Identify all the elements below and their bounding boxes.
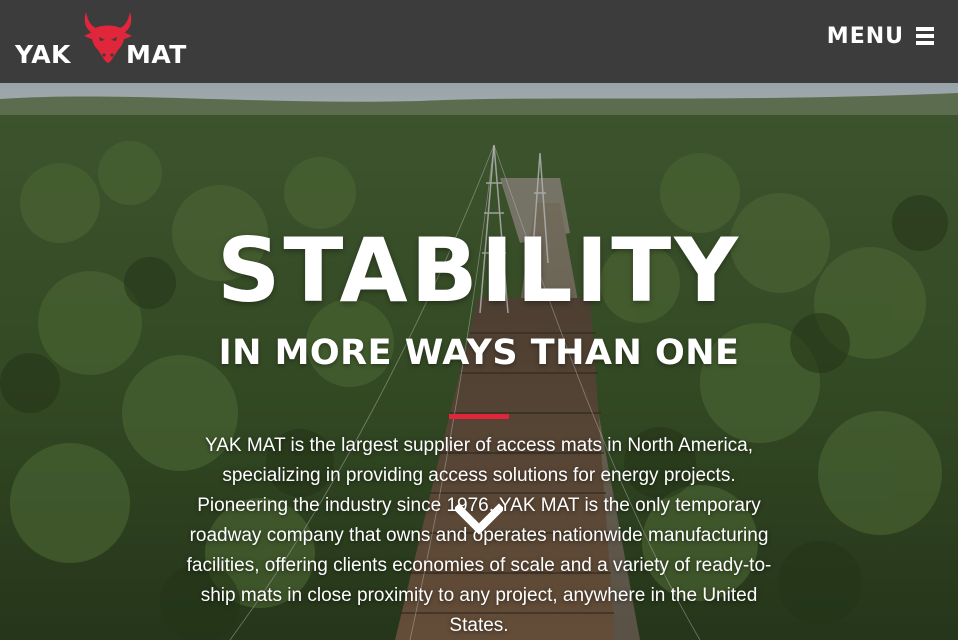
site-header: YAK MAT MENU	[0, 0, 958, 83]
chevron-down-icon[interactable]	[455, 503, 503, 537]
hero-overlay	[0, 83, 958, 640]
hero-background-photo	[0, 83, 958, 640]
logo-text-mat: MAT	[126, 40, 187, 69]
yak-mat-logo[interactable]: YAK MAT	[14, 8, 204, 68]
hero-section: STABILITY IN MORE WAYS THAN ONE YAK MAT …	[0, 83, 958, 640]
accent-divider	[449, 414, 509, 419]
hero-description: YAK MAT is the largest supplier of acces…	[186, 435, 772, 636]
hero-subtitle: IN MORE WAYS THAN ONE	[218, 333, 740, 373]
bull-head-icon	[84, 12, 132, 63]
hero-title: STABILITY	[216, 219, 742, 322]
menu-button[interactable]: MENU	[827, 22, 934, 50]
menu-label: MENU	[826, 23, 904, 49]
hamburger-icon	[916, 27, 934, 45]
logo-text-yak: YAK	[15, 40, 71, 69]
